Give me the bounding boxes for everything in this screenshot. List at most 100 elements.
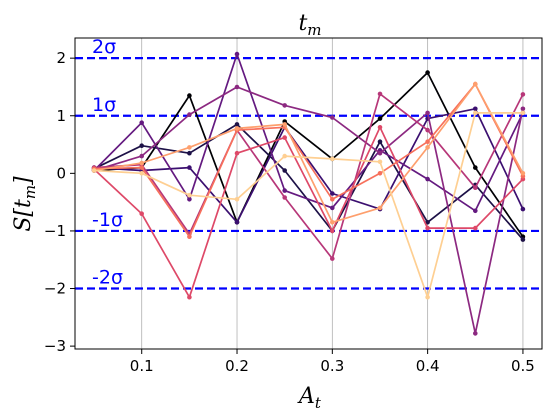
- series-7-point-6: [377, 171, 383, 176]
- series-6-point-8: [473, 225, 478, 231]
- series-7-point-1: [139, 165, 144, 170]
- series-8-point-9: [520, 171, 526, 176]
- y-tick-label-0: −3: [44, 337, 66, 355]
- sigma-label-2: -1σ: [92, 209, 123, 231]
- series-8-point-8: [473, 81, 478, 87]
- series-1-point-3: [234, 122, 240, 127]
- series-4-point-6: [377, 150, 383, 156]
- series-4-point-4: [282, 103, 288, 108]
- series-3-point-7: [425, 176, 430, 182]
- series-4-point-3: [234, 84, 240, 90]
- plot-frame: [74, 37, 543, 350]
- series-4-point-2: [187, 112, 192, 117]
- series-9-point-2: [187, 192, 192, 198]
- y-ticks: −3 −2 −1 0 1 2: [44, 49, 75, 355]
- sigma-label-3: -2σ: [92, 267, 123, 289]
- series-5-point-4: [282, 195, 288, 200]
- x-tick-label-4: 0.5: [511, 357, 535, 375]
- x-tick-label-3: 0.4: [416, 357, 440, 375]
- series-3-point-5: [330, 205, 335, 211]
- y-axis-label-subscript: m: [21, 185, 39, 199]
- series-4-point-8: [473, 331, 478, 336]
- series-1-point-2: [187, 150, 192, 156]
- series-0-point-2: [187, 93, 192, 98]
- series-6-point-2: [187, 294, 192, 300]
- series-line-9: [94, 112, 523, 299]
- series-group: [91, 51, 526, 336]
- series-5-point-6: [377, 91, 383, 97]
- series-line-5: [94, 93, 524, 260]
- series-9-point-7: [425, 294, 430, 300]
- series-0-point-7: [425, 70, 430, 75]
- y-axis-label-end: ]: [11, 176, 36, 186]
- x-axis-label-subscript: t: [315, 394, 322, 412]
- series-3-point-4: [282, 188, 288, 193]
- series-2-point-2: [187, 165, 192, 170]
- series-9-point-3: [234, 197, 240, 202]
- x-ticks: 0.1 0.2 0.3 0.4 0.5: [130, 349, 535, 375]
- sigma-label-1: 1σ: [92, 94, 116, 116]
- series-1-point-4: [282, 168, 288, 173]
- series-9-point-9: [520, 110, 526, 116]
- series-8-point-4: [282, 122, 288, 127]
- sigma-label-0: 2σ: [92, 36, 116, 58]
- y-tick-label-1: −2: [44, 280, 66, 298]
- series-2-point-3: [234, 220, 240, 225]
- series-6-point-5: [330, 228, 335, 234]
- series-5-point-7: [425, 127, 430, 133]
- series-6-point-6: [377, 125, 383, 130]
- series-9-point-0: [91, 168, 97, 173]
- sigma-lines: [75, 57, 542, 290]
- series-3-point-8: [473, 208, 478, 214]
- series-9-point-8: [473, 110, 478, 116]
- y-tick-label-3: 0: [56, 164, 66, 182]
- series-4-point-9: [520, 106, 526, 112]
- series-8-point-2: [187, 145, 192, 150]
- series-1-point-1: [139, 143, 144, 148]
- series-9-point-5: [330, 156, 335, 162]
- series-2-point-8: [473, 106, 478, 112]
- series-6-point-3: [234, 150, 240, 156]
- series-3-point-1: [139, 120, 144, 125]
- series-9-point-4: [282, 153, 288, 159]
- series-1-point-7: [425, 220, 430, 225]
- series-5-point-9: [520, 92, 526, 97]
- chart-title: tm: [298, 11, 321, 39]
- series-7-point-7: [425, 139, 430, 144]
- series-line-7: [94, 83, 524, 238]
- series-line-0: [94, 71, 524, 238]
- x-tick-label-0: 0.1: [130, 357, 154, 375]
- series-7-point-2: [187, 234, 192, 239]
- series-0-point-8: [473, 165, 478, 170]
- series-line-3: [93, 53, 524, 212]
- series-line-6: [93, 126, 524, 299]
- series-line-4: [93, 86, 524, 335]
- series-line-8: [93, 83, 524, 224]
- series-5-point-5: [330, 256, 335, 261]
- series-8-point-1: [139, 160, 144, 166]
- x-axis-label-main: A: [297, 384, 315, 409]
- series-8-point-7: [425, 145, 430, 150]
- series-4-point-7: [425, 110, 430, 116]
- series-2-point-5: [330, 191, 335, 196]
- series-1-point-9: [520, 237, 526, 242]
- y-tick-label-4: 1: [56, 107, 66, 125]
- x-tick-label-2: 0.3: [320, 357, 344, 375]
- series-6-point-4: [282, 135, 288, 140]
- series-9-point-1: [139, 171, 144, 176]
- sigma-labels: 2σ 1σ -1σ -2σ: [92, 36, 123, 288]
- series-0-point-6: [377, 116, 383, 121]
- x-axis-label: At: [297, 384, 322, 412]
- y-tick-label-5: 2: [56, 49, 66, 67]
- series-1-point-6: [377, 139, 383, 144]
- series-6-point-1: [139, 211, 144, 216]
- series-9-point-6: [377, 159, 383, 165]
- series-4-point-5: [330, 115, 335, 120]
- series-5-point-8: [473, 185, 478, 190]
- series-6-point-7: [425, 225, 430, 231]
- series-8-point-3: [234, 126, 240, 131]
- x-tick-label-1: 0.2: [225, 357, 249, 375]
- y-tick-label-2: −1: [44, 222, 66, 240]
